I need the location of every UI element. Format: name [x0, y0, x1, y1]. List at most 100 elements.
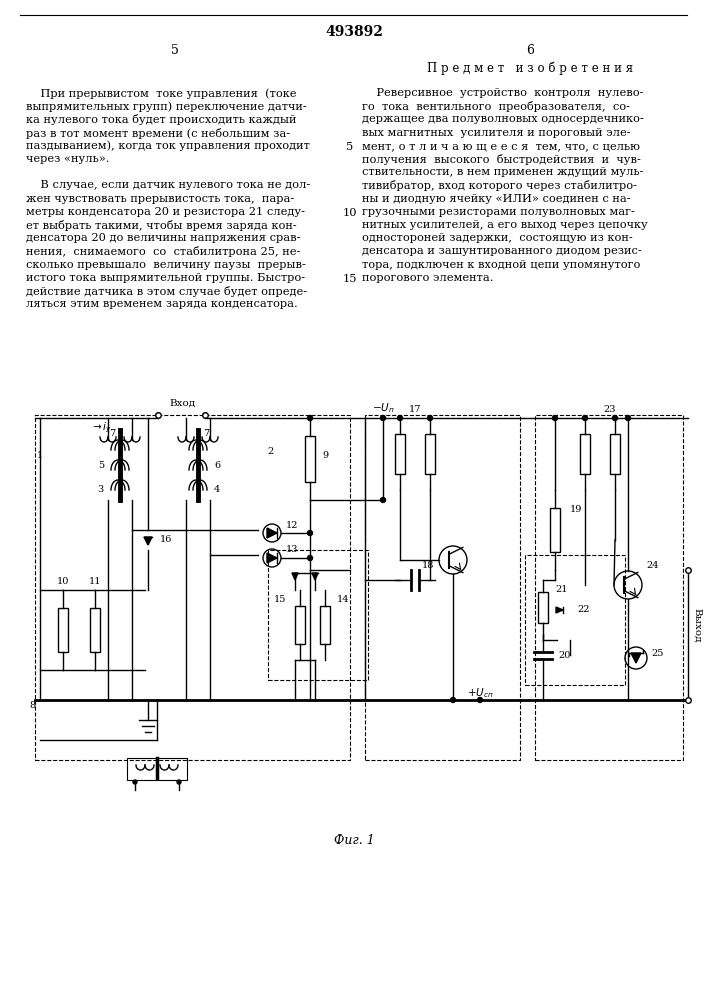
- Bar: [538, 592, 548, 623]
- Text: ствительности, в нем применен ждущий муль-: ствительности, в нем применен ждущий мул…: [362, 167, 643, 177]
- Text: 7: 7: [203, 430, 209, 438]
- Text: раз в тот момент времени (с небольшим за-: раз в тот момент времени (с небольшим за…: [26, 128, 290, 139]
- Circle shape: [380, 416, 385, 420]
- Text: 15: 15: [274, 595, 286, 604]
- Circle shape: [156, 413, 160, 417]
- Text: 16: 16: [160, 536, 173, 544]
- Text: 3: 3: [98, 486, 104, 494]
- Text: истого тока выпрямительной группы. Быстро-: истого тока выпрямительной группы. Быстр…: [26, 273, 305, 283]
- Text: 23: 23: [604, 406, 617, 414]
- Text: Реверсивное  устройство  контроля  нулево-: Реверсивное устройство контроля нулево-: [362, 88, 643, 98]
- Text: Вход: Вход: [170, 398, 196, 408]
- Text: тивибратор, вход которого через стабилитро-: тивибратор, вход которого через стабилит…: [362, 180, 637, 191]
- Text: 9: 9: [322, 450, 328, 460]
- Text: Выход: Выход: [692, 608, 701, 642]
- Circle shape: [612, 416, 617, 420]
- Text: выпрямительных групп) переключение датчи-: выпрямительных групп) переключение датчи…: [26, 101, 307, 112]
- Text: денсатора 20 до величины напряжения срав-: денсатора 20 до величины напряжения срав…: [26, 233, 300, 243]
- Text: При прерывистом  токе управления  (токе: При прерывистом токе управления (токе: [26, 88, 296, 99]
- Text: $\rightarrow i_y$: $\rightarrow i_y$: [90, 421, 112, 435]
- Text: 5: 5: [346, 142, 354, 152]
- Text: вых магнитных  усилителя и пороговый эле-: вых магнитных усилителя и пороговый эле-: [362, 128, 631, 138]
- Text: 493892: 493892: [325, 25, 383, 39]
- Text: метры конденсатора 20 и резистора 21 следу-: метры конденсатора 20 и резистора 21 сле…: [26, 207, 305, 217]
- Text: 10: 10: [57, 578, 69, 586]
- Text: одностороней задержки,  состоящую из кон-: одностороней задержки, состоящую из кон-: [362, 233, 633, 243]
- Bar: [35, 415, 350, 760]
- Text: держащее два полуволновых односердечнико-: держащее два полуволновых односердечнико…: [362, 114, 644, 124]
- Text: 7: 7: [109, 430, 115, 438]
- Text: $+U_{сп}$: $+U_{сп}$: [467, 686, 493, 700]
- Text: 24: 24: [646, 560, 658, 570]
- Polygon shape: [267, 528, 277, 538]
- Circle shape: [583, 416, 588, 420]
- Text: 18: 18: [422, 560, 434, 570]
- Text: сколько превышало  величину паузы  прерыв-: сколько превышало величину паузы прерыв-: [26, 260, 306, 270]
- Text: через «нуль».: через «нуль».: [26, 154, 110, 164]
- Text: мент, о т л и ч а ю щ е е с я  тем, что, с целью: мент, о т л и ч а ю щ е е с я тем, что, …: [362, 141, 640, 151]
- Text: 22: 22: [577, 605, 590, 614]
- Text: го  тока  вентильного  преобразователя,  со-: го тока вентильного преобразователя, со-: [362, 101, 630, 112]
- Text: нения,  снимаемого  со  стабилитрона 25, не-: нения, снимаемого со стабилитрона 25, не…: [26, 246, 300, 257]
- Bar: [425, 434, 435, 474]
- Bar: [320, 606, 330, 644]
- Circle shape: [552, 416, 558, 420]
- Polygon shape: [267, 553, 277, 563]
- Text: 15: 15: [343, 274, 357, 284]
- Bar: [365, 415, 520, 760]
- Text: 5: 5: [171, 43, 179, 56]
- Text: денсатора и зашунтированного диодом резис-: денсатора и зашунтированного диодом рези…: [362, 246, 642, 256]
- Circle shape: [308, 530, 312, 536]
- Polygon shape: [292, 573, 298, 580]
- Text: 13: 13: [286, 546, 298, 554]
- Text: 21: 21: [555, 585, 568, 594]
- Circle shape: [177, 780, 181, 784]
- Bar: [535, 415, 683, 760]
- Bar: [127, 758, 187, 780]
- Text: В случае, если датчик нулевого тока не дол-: В случае, если датчик нулевого тока не д…: [26, 180, 310, 190]
- Text: ет выбрать такими, чтобы время заряда кон-: ет выбрать такими, чтобы время заряда ко…: [26, 220, 297, 231]
- Circle shape: [428, 416, 433, 420]
- Text: нитных усилителей, а его выход через цепочку: нитных усилителей, а его выход через цеп…: [362, 220, 648, 230]
- Text: П р е д м е т   и з о б р е т е н и я: П р е д м е т и з о б р е т е н и я: [427, 61, 633, 75]
- Text: 8: 8: [29, 700, 35, 710]
- Text: 17: 17: [409, 406, 421, 414]
- Text: паздыванием), когда ток управления проходит: паздыванием), когда ток управления прохо…: [26, 141, 310, 151]
- Bar: [268, 550, 368, 680]
- Text: тора, подключен к входной цепи упомянутого: тора, подключен к входной цепи упомянуто…: [362, 260, 641, 270]
- Text: ка нулевого тока будет происходить каждый: ка нулевого тока будет происходить кажды…: [26, 114, 296, 125]
- Bar: [395, 434, 405, 474]
- Circle shape: [477, 698, 482, 702]
- Polygon shape: [312, 573, 318, 580]
- Text: 20: 20: [558, 650, 571, 660]
- Text: грузочными резисторами полуволновых маг-: грузочными резисторами полуволновых маг-: [362, 207, 635, 217]
- Circle shape: [308, 416, 312, 420]
- Bar: [525, 555, 625, 685]
- Text: ны и диодную ячейку «ИЛИ» соединен с на-: ны и диодную ячейку «ИЛИ» соединен с на-: [362, 194, 631, 204]
- Text: жен чувствовать прерывистость тока,  пара-: жен чувствовать прерывистость тока, пара…: [26, 194, 294, 204]
- Text: ляться этим временем заряда конденсатора.: ляться этим временем заряда конденсатора…: [26, 299, 298, 309]
- Text: 19: 19: [570, 506, 583, 514]
- Text: 25: 25: [651, 648, 663, 658]
- Text: действие датчика в этом случае будет опреде-: действие датчика в этом случае будет опр…: [26, 286, 307, 297]
- Circle shape: [133, 780, 137, 784]
- Text: 2: 2: [267, 448, 273, 456]
- Bar: [58, 608, 68, 652]
- Text: 6: 6: [526, 43, 534, 56]
- Text: порогового элемента.: порогового элемента.: [362, 273, 493, 283]
- Text: $-U_п$: $-U_п$: [372, 401, 395, 415]
- Bar: [610, 434, 620, 474]
- Circle shape: [308, 556, 312, 560]
- Bar: [295, 606, 305, 644]
- Text: 6: 6: [214, 460, 220, 470]
- Text: Фиг. 1: Фиг. 1: [334, 834, 375, 846]
- Circle shape: [203, 413, 207, 417]
- Text: 4: 4: [214, 486, 221, 494]
- Text: 11: 11: [89, 578, 101, 586]
- Polygon shape: [556, 607, 563, 613]
- Text: получения  высокого  быстродействия  и  чув-: получения высокого быстродействия и чув-: [362, 154, 641, 165]
- Text: 12: 12: [286, 520, 298, 530]
- Circle shape: [397, 416, 402, 420]
- Text: 1: 1: [37, 450, 43, 460]
- Polygon shape: [631, 653, 641, 663]
